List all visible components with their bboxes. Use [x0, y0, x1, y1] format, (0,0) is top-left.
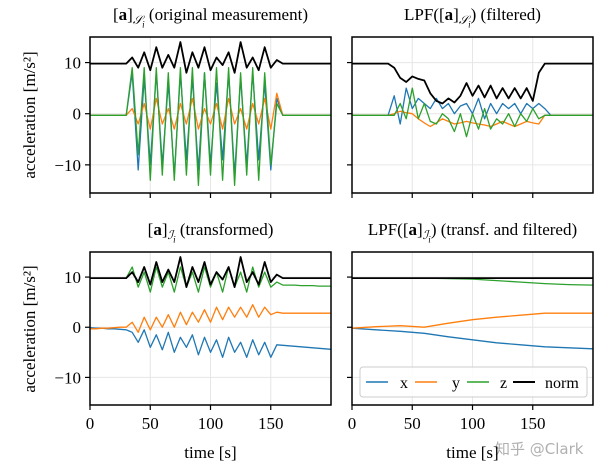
x-tick-label: 100 — [198, 414, 224, 433]
title-text: (transformed) — [175, 220, 274, 239]
title-subsubscript: i — [468, 19, 471, 30]
y-tick-label: 10 — [64, 268, 81, 287]
series-line-norm — [90, 41, 331, 74]
x-tick-label: 50 — [404, 414, 421, 433]
subplot-0: −10 0 10 — [54, 36, 332, 198]
subplot-title: LPF([a]ℐi) (transf. and filtered) — [368, 220, 577, 245]
series-line-z — [90, 266, 331, 293]
y-axis-label: acceleration [m/s²] — [20, 264, 39, 393]
x-tick-label: 0 — [86, 414, 95, 433]
series-line-z — [352, 87, 593, 138]
title-bracket: ] — [453, 5, 459, 24]
title-subscript: 𝒮i — [458, 13, 471, 30]
series-line-x — [352, 327, 593, 350]
legend-label-z: z — [500, 375, 507, 392]
title-bold-symbol: a — [444, 5, 454, 24]
x-axis-label: time [s] — [184, 443, 237, 462]
x-axis-label: time [s] — [446, 443, 499, 462]
title-bold-symbol: a — [153, 220, 162, 239]
title-text: ) (filtered) — [470, 5, 541, 24]
x-tick-label: 0 — [348, 414, 357, 433]
series-group — [90, 41, 331, 186]
y-tick-label: 0 — [73, 105, 82, 124]
title-prefix: [ — [113, 5, 119, 24]
series-line-norm — [90, 256, 331, 288]
title-bold-symbol: a — [408, 220, 417, 239]
series-line-y — [90, 304, 331, 333]
title-subscript: 𝒮i — [132, 13, 145, 30]
title-bracket: ] — [416, 220, 423, 239]
y-tick-label: −10 — [54, 368, 81, 387]
subplot-title: [a]ℐi (transformed) — [148, 220, 274, 245]
legend-label-x: x — [400, 375, 408, 392]
title-bracket: ] — [161, 220, 168, 239]
x-tick-label: 150 — [258, 414, 284, 433]
series-group — [90, 256, 331, 358]
series-line-norm — [352, 62, 593, 105]
subplot-1 — [347, 36, 594, 198]
legend: x y z norm — [359, 366, 588, 398]
subplot-title: LPF([a]𝒮i) (filtered) — [404, 5, 541, 30]
subplot-3: 0 50 100 150 x y z norm — [347, 251, 594, 433]
legend-label-norm: norm — [545, 375, 579, 392]
y-tick-label: −10 — [54, 156, 81, 175]
title-bracket: ] — [127, 5, 133, 24]
series-line-y — [352, 312, 593, 329]
title-bold-symbol: a — [118, 5, 128, 24]
title-subsubscript: i — [142, 19, 145, 30]
x-tick-label: 150 — [520, 414, 546, 433]
x-tick-label: 50 — [142, 414, 159, 433]
title-subscript: ℐi — [422, 228, 431, 245]
subplot-2: 0 50 100 150 −10 0 10 — [54, 251, 332, 433]
watermark: 知乎 @Clark — [495, 440, 584, 458]
subplot-title: [a]𝒮i (original measurement) — [113, 5, 308, 30]
x-tick-label: 100 — [460, 414, 486, 433]
series-line-x — [90, 327, 331, 358]
y-tick-label: 0 — [73, 318, 82, 337]
y-tick-label: 10 — [64, 54, 81, 73]
title-subsubscript: i — [173, 234, 176, 245]
series-group — [352, 62, 593, 138]
title-prefix: LPF([ — [367, 220, 409, 239]
title-prefix: [ — [147, 220, 154, 239]
legend-label-y: y — [452, 375, 460, 392]
series-group — [352, 277, 593, 350]
title-subsubscript: i — [428, 234, 431, 245]
y-axis-label: acceleration [m/s²] — [20, 51, 39, 179]
title-text: ) (transf. and filtered) — [430, 220, 578, 239]
title-subscript: ℐi — [167, 228, 176, 245]
title-text: (original measurement) — [144, 5, 308, 24]
series-line-z — [90, 67, 331, 186]
title-prefix: LPF([ — [404, 5, 445, 24]
